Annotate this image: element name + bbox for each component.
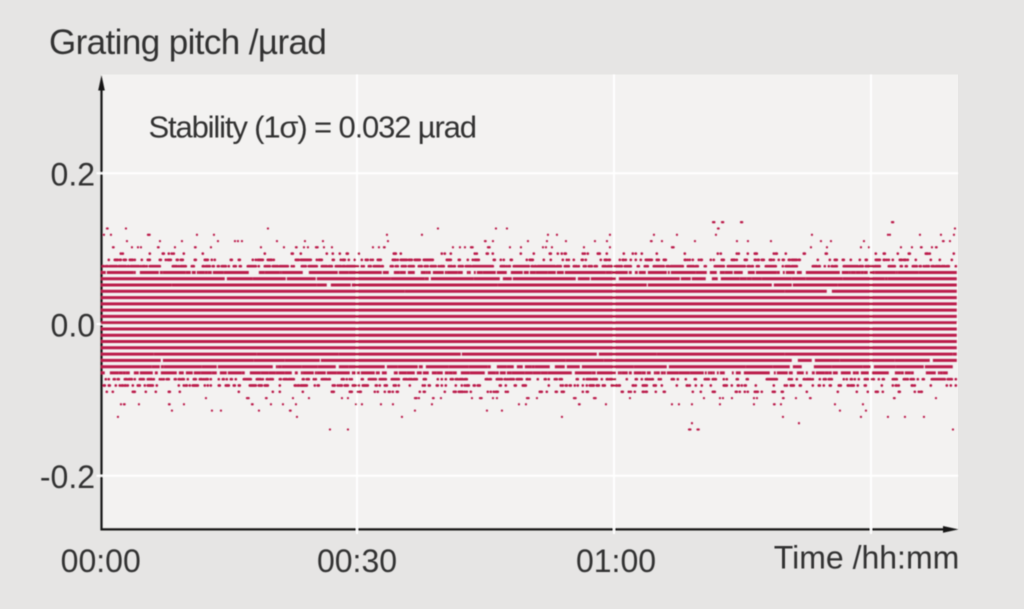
svg-text:-0.2: -0.2 [40,459,95,495]
svg-text:01:00: 01:00 [576,543,656,579]
svg-text:Stability (1σ) = 0.032 µrad: Stability (1σ) = 0.032 µrad [149,110,476,145]
svg-text:Time /hh:mm: Time /hh:mm [774,540,960,576]
svg-text:00:30: 00:30 [317,543,397,579]
svg-text:0.0: 0.0 [51,307,95,343]
svg-text:Grating pitch /µrad: Grating pitch /µrad [49,23,326,62]
svg-text:00:00: 00:00 [61,543,141,579]
svg-text:0.2: 0.2 [51,157,95,193]
